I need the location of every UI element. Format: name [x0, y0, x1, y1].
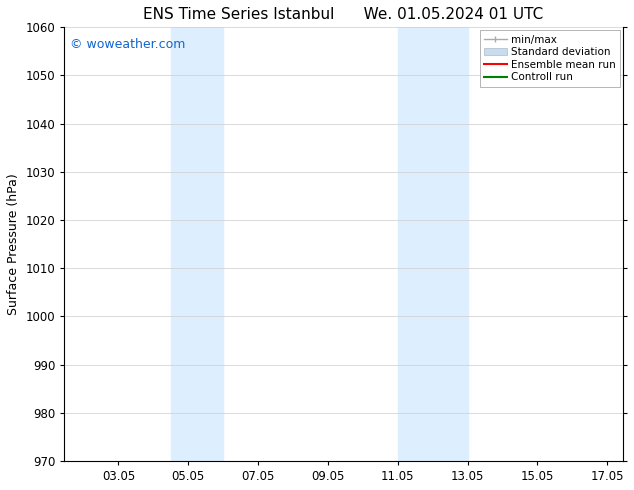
Bar	[398, 27, 467, 461]
Y-axis label: Surface Pressure (hPa): Surface Pressure (hPa)	[7, 173, 20, 315]
Legend: min/max, Standard deviation, Ensemble mean run, Controll run: min/max, Standard deviation, Ensemble me…	[479, 30, 620, 87]
Title: ENS Time Series Istanbul      We. 01.05.2024 01 UTC: ENS Time Series Istanbul We. 01.05.2024 …	[143, 7, 544, 22]
Text: © woweather.com: © woweather.com	[70, 38, 185, 51]
Bar	[171, 27, 223, 461]
